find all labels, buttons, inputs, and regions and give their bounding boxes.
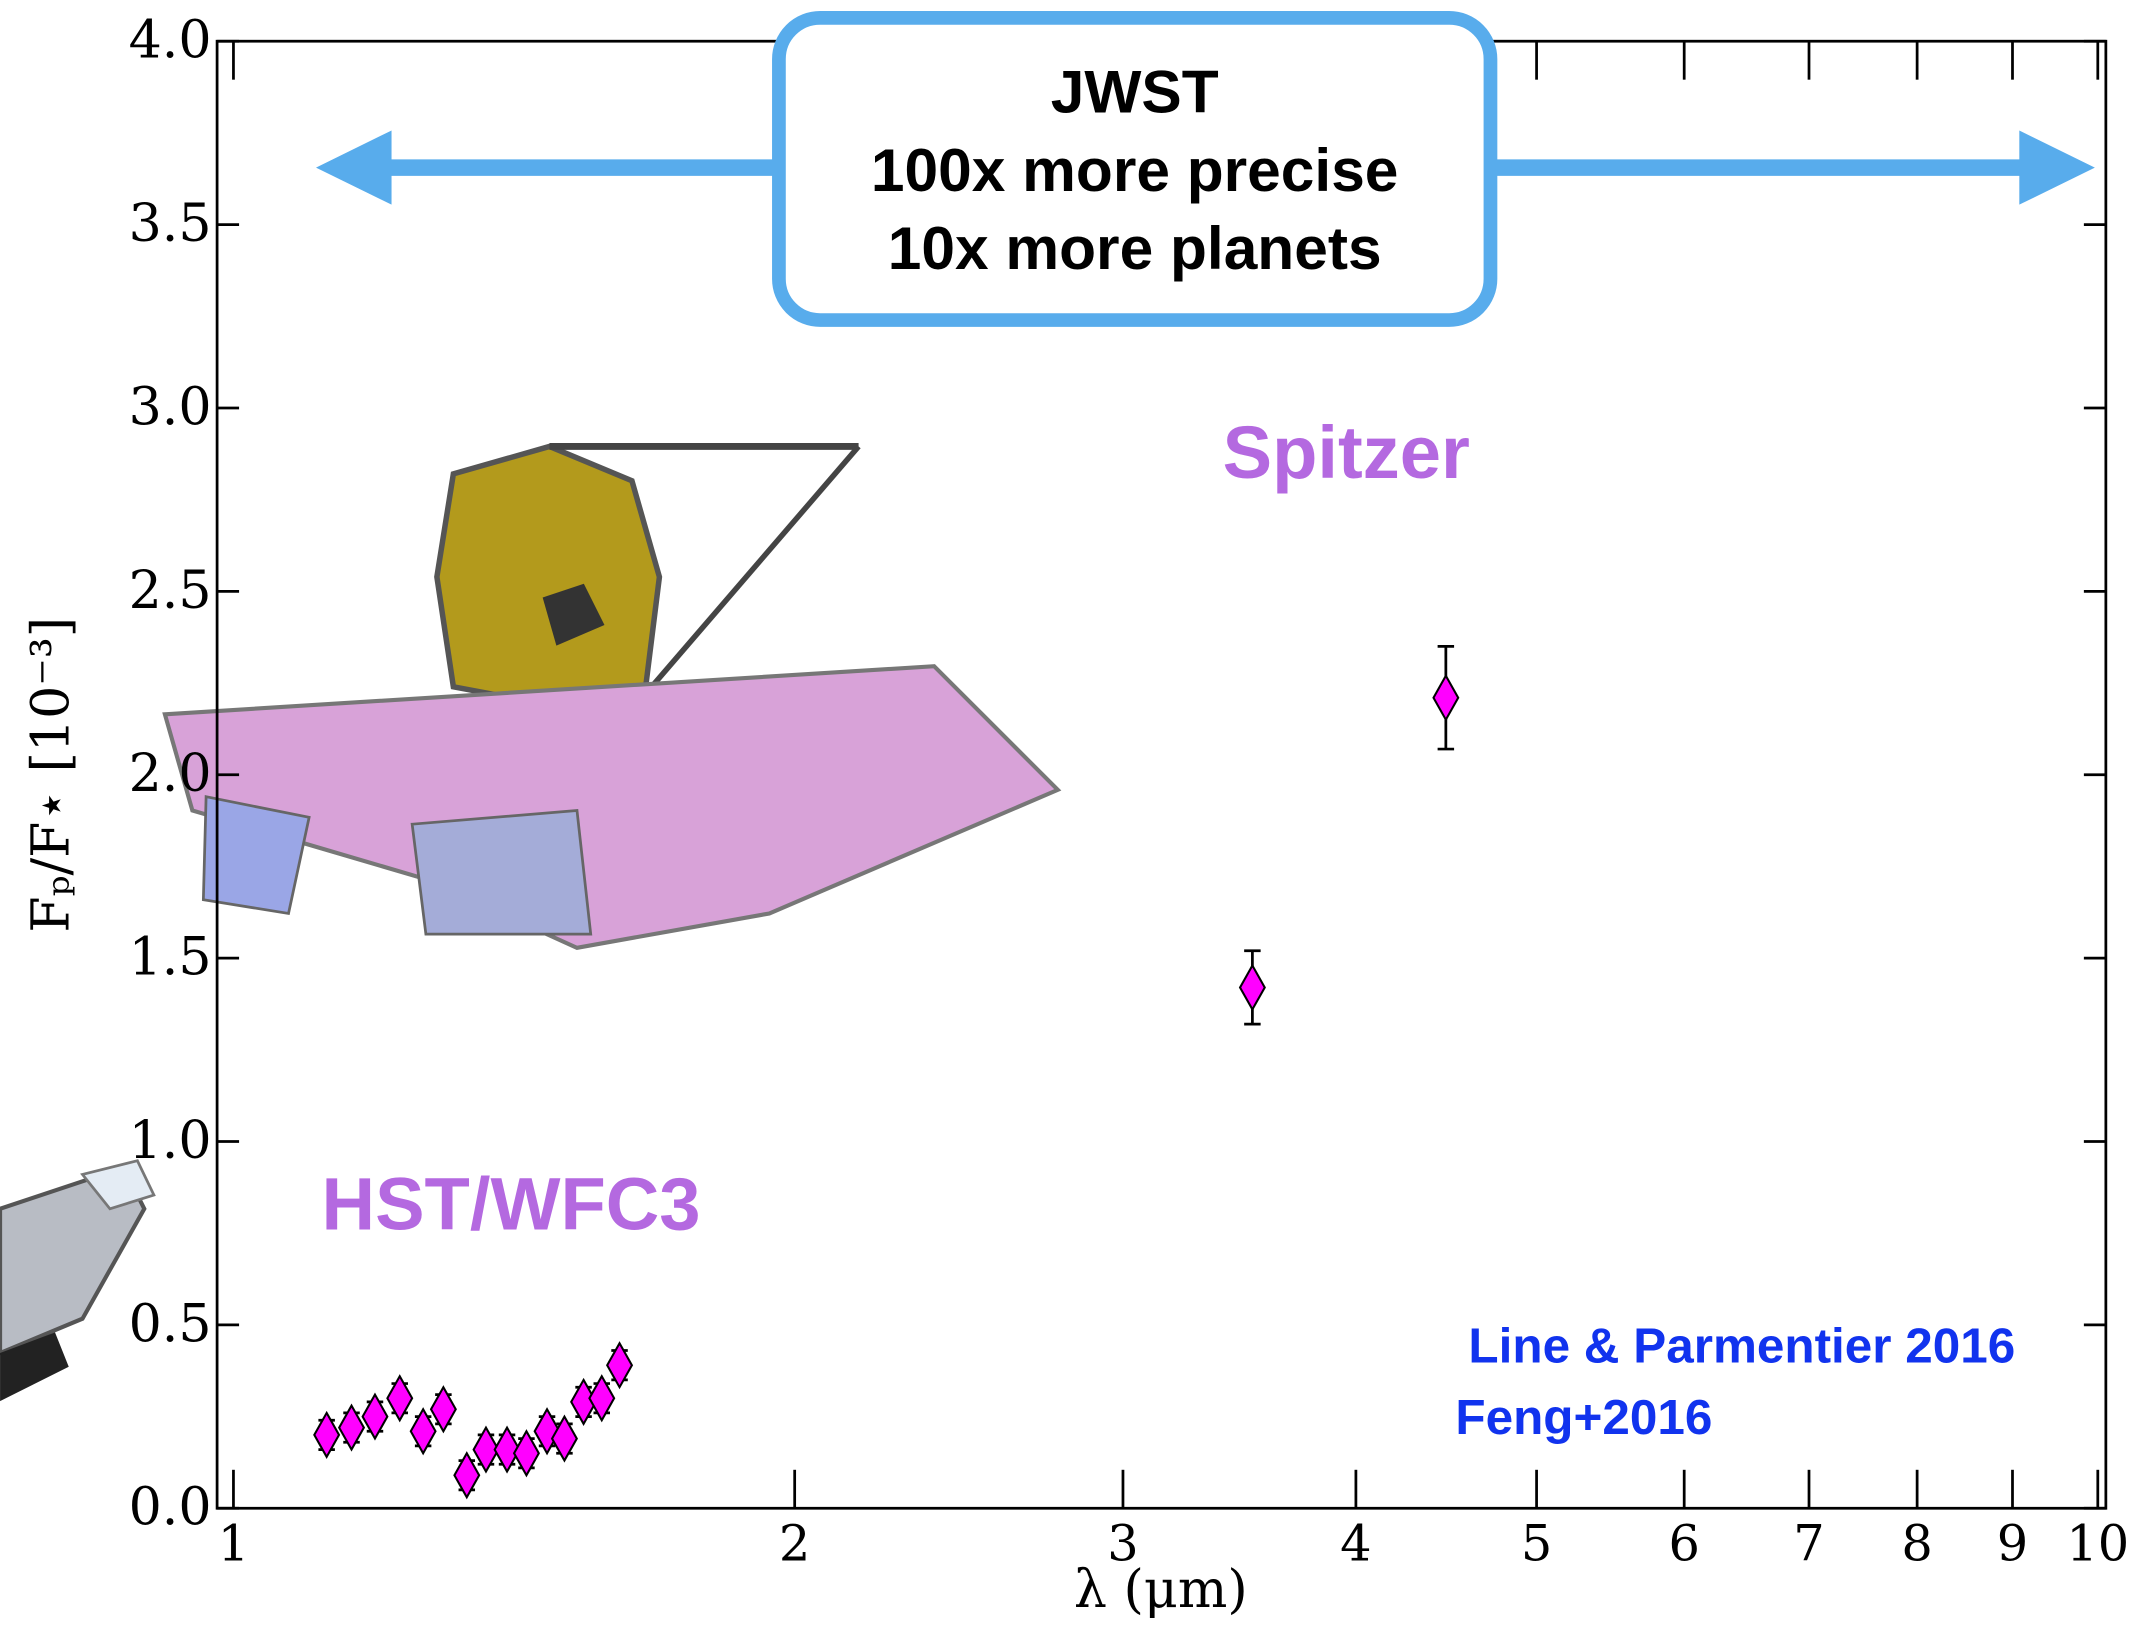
x-tick-label: 5	[1521, 1514, 1552, 1572]
callout-text: 10x more planets	[888, 214, 1382, 282]
data-point	[493, 1425, 521, 1474]
jwst-illustration	[162, 443, 1062, 950]
data-point	[512, 1429, 540, 1478]
x-tick-label: 8	[1901, 1514, 1932, 1572]
x-tick-label: 10	[2066, 1514, 2129, 1572]
x-tick-label: 6	[1668, 1514, 1699, 1572]
annotation: Line & Parmentier 2016	[1468, 1319, 2015, 1374]
data-point	[1432, 673, 1460, 722]
y-axis-label: Fₚ/F⋆ [10⁻³]	[22, 617, 82, 933]
x-tick-label: 2	[779, 1514, 810, 1572]
x-tick-label: 3	[1107, 1514, 1138, 1572]
hst-illustration	[0, 1159, 156, 1402]
plot-layer: 0.0 0.5 1.0 1.5 2.0 2.5 3.0 3.5 4.0 1 2 3 4 5 6 7 8 9 10 JW…	[129, 11, 2130, 1573]
x-tick-label: 7	[1793, 1514, 1824, 1572]
data-point	[337, 1403, 366, 1452]
annotation: HST/WFC3	[322, 1162, 701, 1245]
data-point	[429, 1385, 457, 1434]
y-tick-label: 0.0	[129, 1478, 212, 1538]
y-tick-label: 0.5	[129, 1294, 212, 1354]
annotation: Feng+2016	[1455, 1390, 1712, 1445]
y-tick-label: 3.5	[129, 194, 212, 254]
y-tick-label: 4.0	[129, 11, 212, 71]
callout-text: JWST	[1051, 58, 1219, 126]
data-point	[409, 1407, 437, 1456]
data-point	[588, 1374, 616, 1423]
annotation: Spitzer	[1223, 411, 1470, 494]
data-point	[1238, 963, 1266, 1012]
y-tick-label: 1.0	[129, 1111, 212, 1171]
x-tick-label: 9	[1997, 1514, 2028, 1572]
arrowhead	[2019, 130, 2095, 205]
y-tick-label: 2.5	[129, 561, 212, 621]
callout-box	[772, 10, 1498, 327]
x-tick-label: 1	[218, 1514, 249, 1572]
callout-text: 100x more precise	[871, 136, 1399, 204]
data-point	[472, 1425, 500, 1474]
data-point	[361, 1392, 389, 1441]
data-point	[606, 1341, 634, 1390]
x-axis-label: λ (μm)	[1074, 1560, 1248, 1620]
y-tick-label: 1.5	[129, 928, 212, 988]
data-point	[313, 1410, 341, 1459]
data-point	[453, 1451, 481, 1500]
x-tick-label: 4	[1340, 1514, 1371, 1572]
y-tick-label: 3.0	[129, 377, 212, 437]
data-point	[550, 1414, 578, 1463]
data-point	[386, 1374, 414, 1423]
arrowhead	[315, 130, 392, 205]
y-tick-label: 2.0	[129, 744, 212, 804]
